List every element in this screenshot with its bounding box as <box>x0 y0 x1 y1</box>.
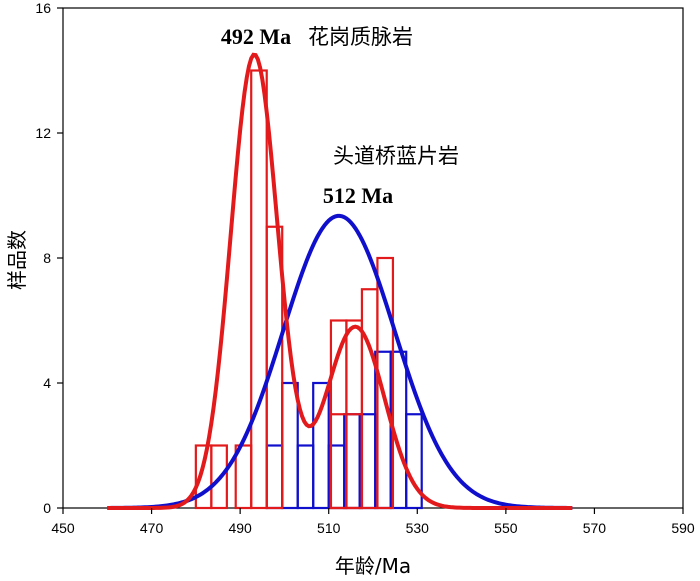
x-tick-label-5: 550 <box>494 520 518 536</box>
plot-frame <box>62 7 684 509</box>
red-bar-3 <box>250 69 268 510</box>
blue-bar-3 <box>312 381 330 510</box>
x-axis-ticks: 450 470 490 510 530 550 570 590 <box>51 508 695 536</box>
x-tick-label-1: 470 <box>140 520 164 536</box>
blue-peak-label: 512 Ma <box>323 183 393 208</box>
x-tick-label-4: 530 <box>406 520 430 536</box>
y-axis-ticks: 0 4 8 12 16 <box>35 0 63 516</box>
blue-bar-1 <box>281 381 299 510</box>
blue-bar-2 <box>296 444 315 510</box>
red-bar-4 <box>265 225 284 510</box>
blue-bar-9 <box>405 413 423 510</box>
red-peak-label: 492 Ma <box>221 24 291 49</box>
y-tick-label-0: 0 <box>43 500 51 516</box>
y-tick-label-4: 16 <box>35 0 51 16</box>
red-density-curve <box>107 52 573 510</box>
y-axis-title: 样品数 <box>5 230 29 290</box>
x-tick-label-7: 590 <box>671 520 695 536</box>
y-tick-label-1: 4 <box>43 375 51 391</box>
x-axis-title: 年龄/Ma <box>335 554 411 578</box>
x-tick-label-0: 450 <box>51 520 75 536</box>
red-bar-10 <box>376 256 395 510</box>
y-tick-label-3: 12 <box>35 125 51 141</box>
red-bar-1 <box>210 444 228 510</box>
blue-series-name: 头道桥蓝片岩 <box>333 144 459 168</box>
x-tick-label-6: 570 <box>583 520 607 536</box>
y-tick-label-2: 8 <box>43 250 51 266</box>
x-tick-label-3: 510 <box>317 520 341 536</box>
blue-bar-0 <box>265 444 284 510</box>
blue-histogram-bars <box>265 350 423 510</box>
red-series-name: 花岗质脉岩 <box>308 25 413 49</box>
blue-density-curve <box>107 213 573 510</box>
x-tick-label-2: 490 <box>228 520 252 536</box>
